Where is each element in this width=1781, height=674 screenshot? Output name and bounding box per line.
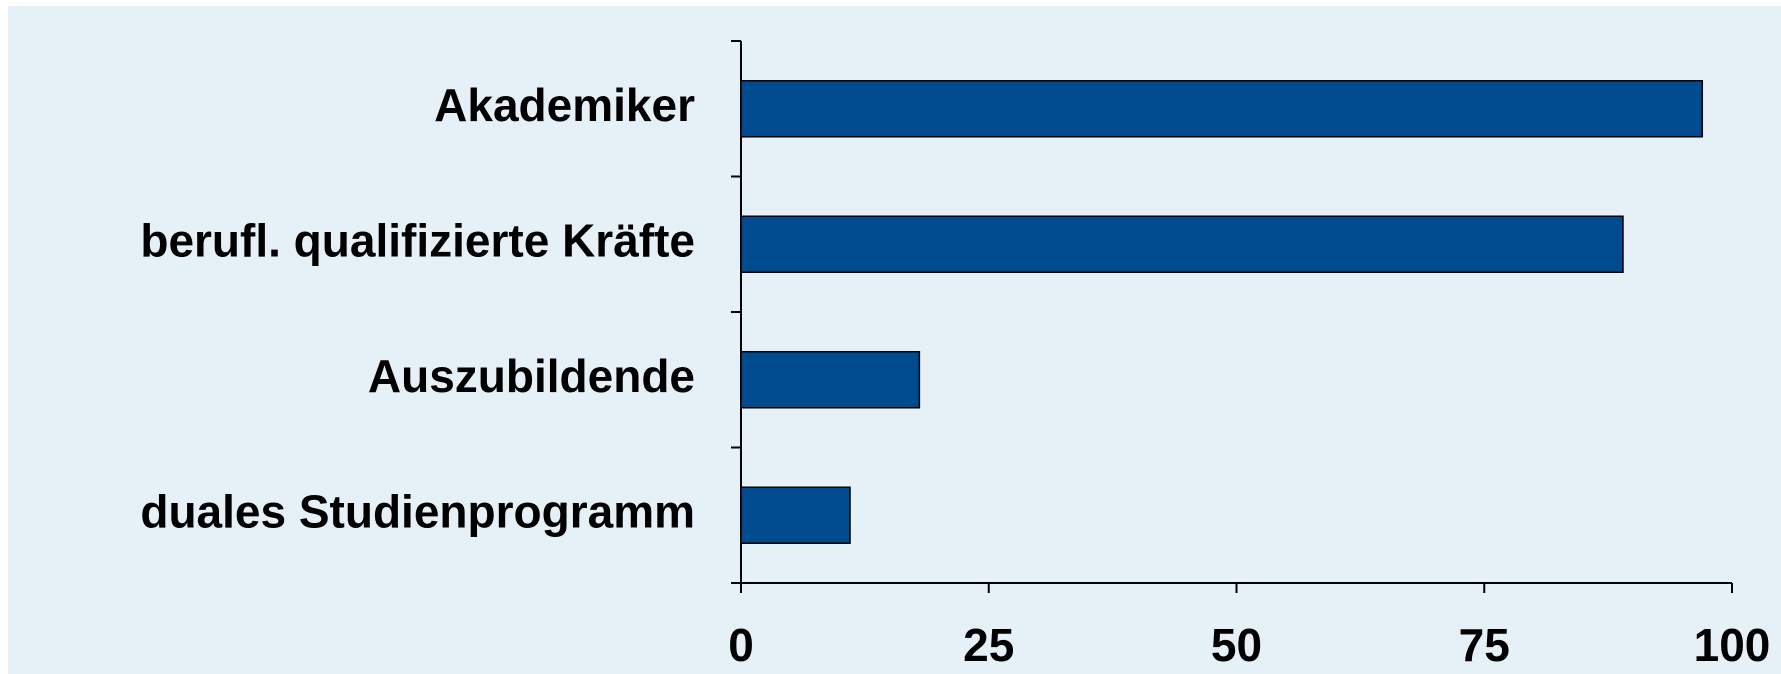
x-tick-label: 25 [963,619,1014,671]
y-tick-label: Auszubildende [368,350,695,402]
x-tick-label: 75 [1459,619,1510,671]
bar [740,351,921,409]
x-tick-label: 0 [728,619,754,671]
x-tick-label: 50 [1211,619,1262,671]
bar [740,486,851,544]
y-tick-label: Akademiker [434,79,695,131]
y-tick-label: duales Studienprogramm [140,485,695,537]
bar [740,215,1624,273]
x-tick-label: 100 [1694,619,1771,671]
bar [740,80,1704,138]
y-tick-label: berufl. qualifizierte Kräfte [140,214,695,266]
